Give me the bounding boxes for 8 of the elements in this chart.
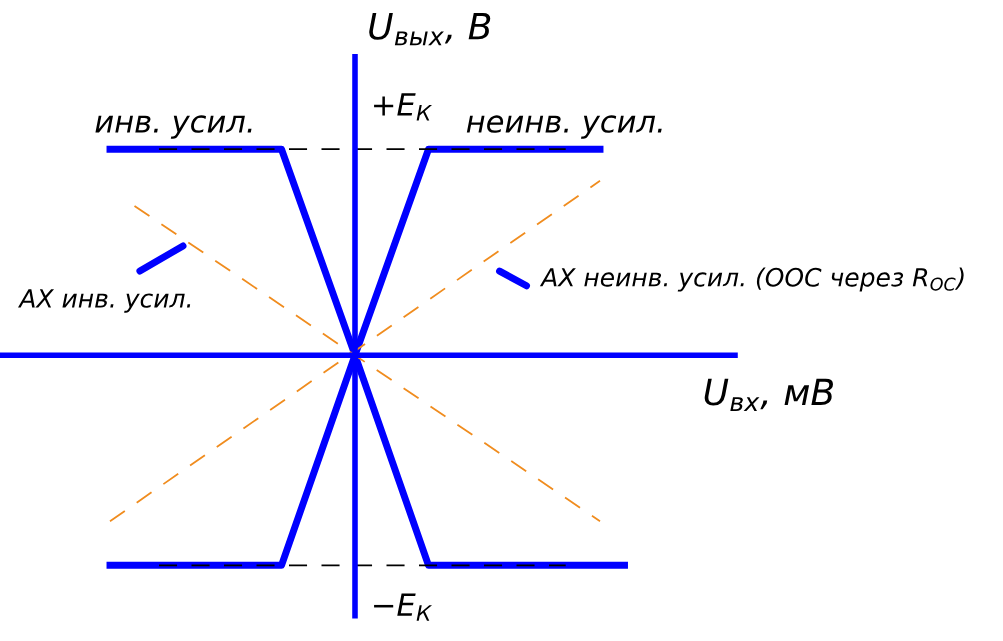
annotation: АХ неинв. усил. (ООС через R$_{ОС}$)	[539, 267, 964, 292]
annotation: АХ инв. усил.	[18, 289, 191, 313]
text: неинв. усил.	[466, 115, 662, 139]
ref-line-label: −E$_{К}$	[374, 593, 433, 621]
ref-line-label: +E$_{К}$	[374, 93, 433, 121]
y-axis-title: U$_{вых}$, В	[369, 13, 491, 46]
x-axis-title: U$_{вх}$, мВ	[704, 378, 833, 411]
text: инв. усил.	[95, 115, 252, 139]
